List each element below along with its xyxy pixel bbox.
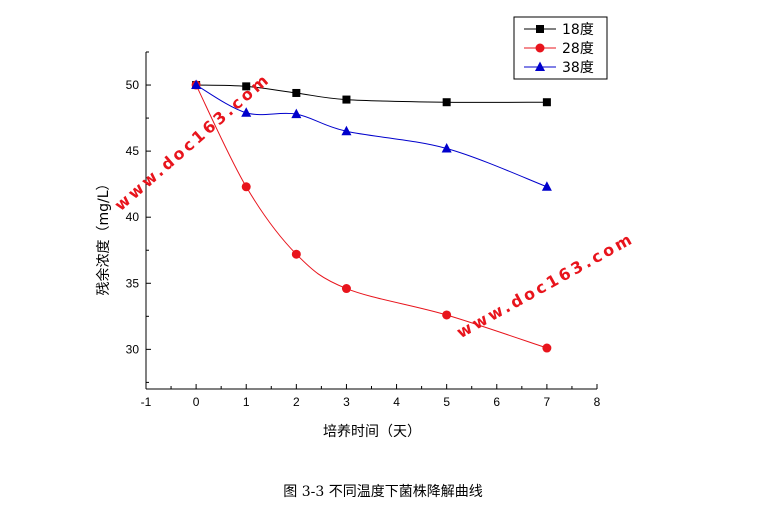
x-tick-label: 1 xyxy=(243,395,250,409)
x-axis-title: 培养时间（天） xyxy=(323,424,421,440)
x-tick-label: 0 xyxy=(193,395,200,409)
series-line xyxy=(195,84,548,349)
legend-marker xyxy=(535,43,545,53)
data-point xyxy=(442,98,451,107)
legend-label: 18度 xyxy=(562,22,594,38)
x-tick-label: 4 xyxy=(393,395,400,409)
data-point xyxy=(242,82,251,91)
legend-label: 38度 xyxy=(562,60,594,76)
y-tick-label: 30 xyxy=(126,342,140,356)
data-point xyxy=(341,284,351,294)
data-point xyxy=(291,108,302,119)
data-point xyxy=(542,98,551,107)
x-tick-label: 7 xyxy=(544,395,551,409)
watermark-2: www.doc163.com xyxy=(453,228,637,342)
x-tick-label: 5 xyxy=(443,395,450,409)
x-tick-label: 2 xyxy=(293,395,300,409)
data-point xyxy=(241,107,252,117)
data-point xyxy=(191,79,202,90)
data-point xyxy=(542,343,552,353)
x-tick-label: 8 xyxy=(594,395,601,409)
figure-caption: 图 3-3 不同温度下菌株降解曲线 xyxy=(283,484,483,500)
y-tick-label: 35 xyxy=(126,276,140,290)
series-layer xyxy=(191,79,552,353)
series-3 xyxy=(191,79,552,191)
legend-marker xyxy=(536,25,544,33)
legend-marker xyxy=(535,61,545,71)
data-point xyxy=(291,249,301,259)
x-tick-label: 3 xyxy=(343,395,350,409)
data-point xyxy=(341,125,352,136)
x-tick-label: 6 xyxy=(493,395,500,409)
data-point xyxy=(241,182,251,192)
series-2 xyxy=(191,80,552,353)
data-point xyxy=(441,142,452,153)
data-point xyxy=(541,181,552,191)
x-tick-label: -1 xyxy=(141,395,152,409)
legend-label: 28度 xyxy=(562,41,594,57)
y-tick-label: 40 xyxy=(126,210,140,224)
y-axis-title: 残余浓度（mg/L） xyxy=(95,176,112,295)
legend: 18度 28度 38度 xyxy=(513,16,608,80)
data-point xyxy=(442,310,452,320)
data-point xyxy=(342,95,351,104)
data-point xyxy=(292,88,301,97)
y-tick-label: 50 xyxy=(126,78,140,92)
y-tick-label: 45 xyxy=(126,144,140,158)
